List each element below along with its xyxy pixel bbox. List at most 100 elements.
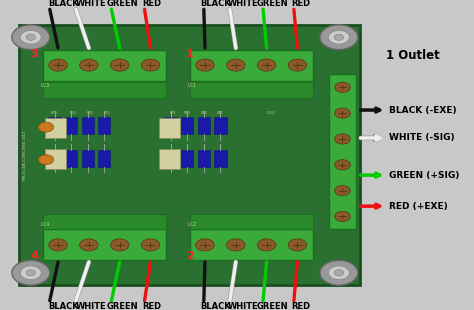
- Circle shape: [49, 59, 67, 71]
- Bar: [214, 117, 227, 134]
- Text: 4: 4: [30, 251, 38, 261]
- Text: GREEN: GREEN: [107, 302, 138, 310]
- Text: WHITE: WHITE: [228, 302, 258, 310]
- Circle shape: [141, 59, 160, 71]
- Text: RP3: RP3: [51, 111, 58, 115]
- Circle shape: [12, 25, 50, 50]
- Bar: [43, 214, 166, 229]
- Text: 2: 2: [186, 251, 193, 261]
- Circle shape: [26, 34, 36, 40]
- Circle shape: [12, 260, 50, 285]
- Text: WHITE: WHITE: [76, 302, 106, 310]
- Text: R33: R33: [70, 111, 77, 115]
- Bar: [329, 74, 356, 229]
- Circle shape: [334, 270, 344, 276]
- Text: 3: 3: [30, 49, 38, 59]
- Bar: [190, 50, 313, 81]
- Text: WHITE: WHITE: [76, 0, 106, 8]
- Bar: [19, 25, 360, 285]
- Bar: [164, 149, 177, 167]
- Circle shape: [257, 239, 276, 251]
- Bar: [159, 149, 180, 169]
- Circle shape: [196, 59, 214, 71]
- Circle shape: [141, 239, 160, 251]
- Circle shape: [335, 82, 350, 92]
- Circle shape: [20, 30, 41, 44]
- Bar: [43, 50, 166, 81]
- Text: BLACK: BLACK: [49, 302, 79, 310]
- Text: TU31: TU31: [265, 111, 275, 115]
- Bar: [82, 149, 94, 167]
- Text: BLACK: BLACK: [49, 0, 79, 8]
- Text: GREEN: GREEN: [257, 302, 288, 310]
- Text: BLACK: BLACK: [201, 302, 231, 310]
- Bar: [198, 117, 210, 134]
- Text: WHITE: WHITE: [228, 0, 258, 8]
- Circle shape: [110, 239, 129, 251]
- Bar: [214, 149, 227, 167]
- Bar: [48, 117, 61, 134]
- Bar: [190, 214, 313, 229]
- Text: R32: R32: [87, 111, 93, 115]
- Circle shape: [196, 239, 214, 251]
- Bar: [65, 149, 77, 167]
- Circle shape: [257, 59, 276, 71]
- Text: RED: RED: [292, 0, 310, 8]
- Text: WHITE (-SIG): WHITE (-SIG): [389, 133, 454, 143]
- Circle shape: [334, 34, 344, 40]
- Circle shape: [26, 270, 36, 276]
- Bar: [181, 149, 193, 167]
- Text: BLACK: BLACK: [201, 0, 231, 8]
- Circle shape: [227, 59, 245, 71]
- Text: MS-D-4B-C3BC946-10Z: MS-D-4B-C3BC946-10Z: [23, 130, 27, 180]
- Bar: [159, 118, 180, 138]
- Bar: [190, 82, 313, 98]
- Text: 1 Outlet: 1 Outlet: [385, 49, 439, 62]
- Circle shape: [335, 211, 350, 222]
- Bar: [43, 82, 166, 98]
- Circle shape: [288, 239, 307, 251]
- Circle shape: [38, 122, 54, 132]
- Circle shape: [320, 25, 358, 50]
- Bar: [164, 117, 177, 134]
- Text: LC3: LC3: [40, 83, 50, 88]
- Bar: [82, 117, 94, 134]
- Circle shape: [49, 239, 67, 251]
- Text: R11: R11: [217, 111, 224, 115]
- Circle shape: [110, 59, 129, 71]
- Text: RED: RED: [142, 302, 161, 310]
- Text: BLACK (-EXE): BLACK (-EXE): [389, 105, 456, 115]
- Circle shape: [335, 108, 350, 118]
- Bar: [181, 117, 193, 134]
- Bar: [45, 149, 66, 169]
- Text: LC2: LC2: [187, 222, 197, 227]
- Text: RP1: RP1: [170, 111, 176, 115]
- Bar: [190, 229, 313, 260]
- Circle shape: [38, 155, 54, 165]
- Text: GREEN (+SIG): GREEN (+SIG): [389, 170, 459, 180]
- Bar: [98, 149, 110, 167]
- Bar: [48, 149, 61, 167]
- Circle shape: [20, 266, 41, 280]
- Text: R12: R12: [201, 111, 207, 115]
- Circle shape: [328, 266, 349, 280]
- Circle shape: [335, 185, 350, 196]
- Circle shape: [328, 30, 349, 44]
- Text: LC1: LC1: [187, 83, 197, 88]
- Bar: [43, 229, 166, 260]
- Text: R13: R13: [184, 111, 191, 115]
- Text: RED: RED: [292, 302, 310, 310]
- Text: LC4: LC4: [40, 222, 50, 227]
- Circle shape: [288, 59, 307, 71]
- Text: 1: 1: [186, 49, 193, 59]
- Text: R31: R31: [103, 111, 110, 115]
- Circle shape: [335, 134, 350, 144]
- Circle shape: [227, 239, 245, 251]
- Bar: [65, 117, 77, 134]
- Circle shape: [335, 160, 350, 170]
- Text: RED (+EXE): RED (+EXE): [389, 202, 447, 211]
- Text: GREEN: GREEN: [257, 0, 288, 8]
- Bar: [98, 117, 110, 134]
- Circle shape: [80, 59, 98, 71]
- Text: RED: RED: [142, 0, 161, 8]
